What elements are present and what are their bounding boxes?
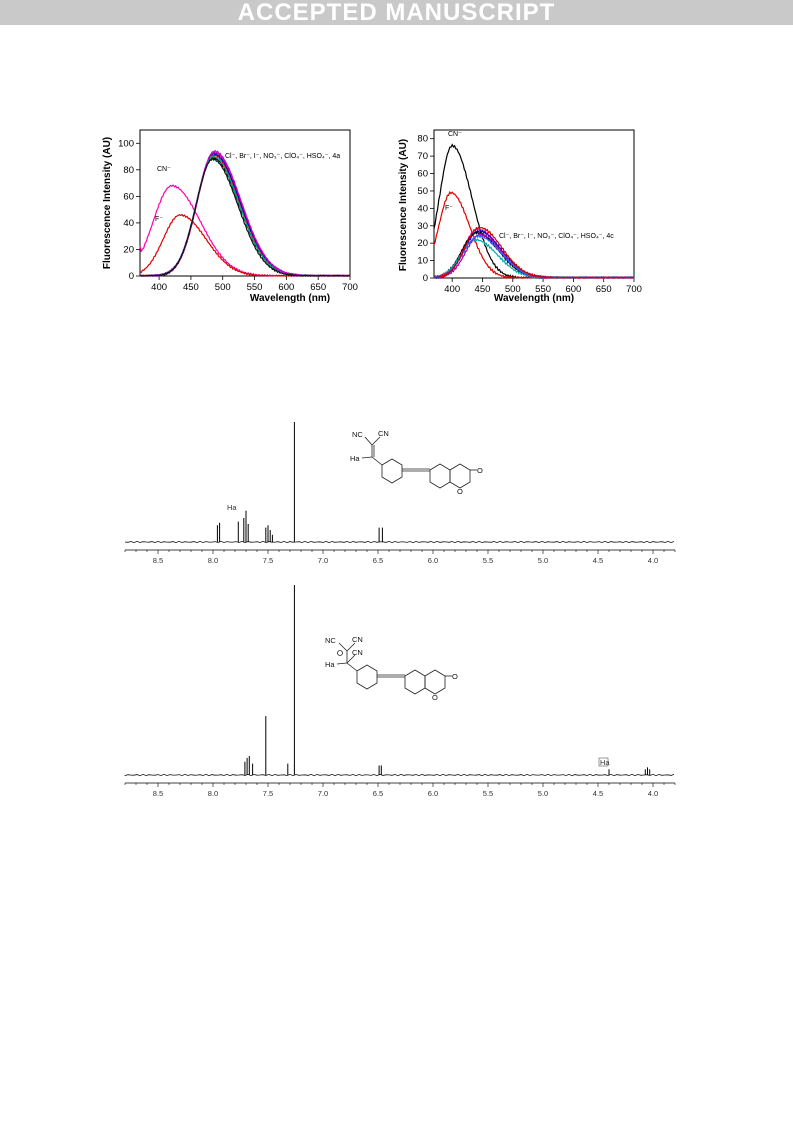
chart-4c-cn-label: CN⁻ <box>448 131 462 138</box>
nmr-baseline <box>124 540 675 544</box>
y-tick-label: 20 <box>123 244 134 255</box>
x-tick-label: 500 <box>215 282 231 293</box>
x-tick-label: 700 <box>342 282 358 293</box>
series-line <box>433 234 634 279</box>
accepted-manuscript-banner: ACCEPTED MANUSCRIPT <box>0 0 793 26</box>
nmr-tick-label: 7.0 <box>318 556 328 565</box>
nmr-bottom-ha-label: Ha <box>600 758 610 767</box>
x-tick-label: 600 <box>278 282 294 293</box>
x-tick-label: 400 <box>444 284 460 295</box>
mol-bottom-o-carbonyl: O <box>452 672 458 681</box>
fluorescence-chart-4c: 400 450 500 550 600 650 700 0 10 20 30 40 50 60 70 80 W… <box>398 129 642 304</box>
nmr-tick-label: 6.0 <box>428 789 438 798</box>
mol-top-nc: NC <box>352 430 363 439</box>
nmr-tick-label: 4.5 <box>593 556 603 565</box>
series-line <box>139 184 351 277</box>
series-line <box>433 226 635 279</box>
x-tick-label: 500 <box>505 284 521 295</box>
plot-frame <box>139 129 351 277</box>
nmr-bottom-plot: 8.5 8.0 7.5 7.0 6.5 6.0 5.5 5.0 4.5 4.0 <box>124 585 676 798</box>
x-tick-label: 550 <box>247 282 263 293</box>
fluorescence-chart-4a: 400 450 500 550 600 650 700 0 20 40 60 80 100 Wavele… <box>102 129 358 304</box>
x-tick-label: 700 <box>626 284 642 295</box>
nmr-tick-label: 6.5 <box>373 556 383 565</box>
x-tick-label: 450 <box>475 284 491 295</box>
nmr-tick-label: 8.5 <box>153 789 163 798</box>
y-tick-label: 0 <box>129 271 134 282</box>
x-tick-label: 650 <box>596 284 612 295</box>
y-tick-label: 20 <box>417 238 428 249</box>
chart-4a-anion-label: Cl⁻, Br⁻, I⁻, NO₃⁻, ClO₄⁻, HSO₄⁻, 4a <box>225 153 340 160</box>
y-tick-label: 80 <box>123 165 134 176</box>
mol-top-cn: CN <box>378 429 389 438</box>
y-tick-label: 10 <box>417 256 428 267</box>
y-tick-label: 70 <box>417 151 428 162</box>
nmr-tick-label: 5.5 <box>483 789 493 798</box>
nmr-tick-label: 7.0 <box>318 789 328 798</box>
nmr-tick-label: 5.5 <box>483 556 493 565</box>
chart-4c-plot: 400 450 500 550 600 650 700 0 10 20 30 40 50 60 70 80 <box>417 129 642 295</box>
nmr-top-plot: 8.5 8.0 7.5 7.0 6.5 6.0 5.5 5.0 4.5 4.0 <box>124 422 676 565</box>
mol-top-o-carbonyl: O <box>477 466 483 475</box>
series-line <box>433 232 635 280</box>
x-tick-label: 650 <box>310 282 326 293</box>
nmr-top-ha-label: Ha <box>227 503 237 512</box>
y-tick-label: 50 <box>417 186 428 197</box>
nmr-bottom-ha-box <box>598 757 609 767</box>
y-tick-label: 100 <box>118 138 134 149</box>
mol-bottom-ha: Ha <box>325 660 335 669</box>
nmr-tick-label: 6.5 <box>373 789 383 798</box>
nmr-tick-label: 5.0 <box>538 789 548 798</box>
mol-top-ha: Ha <box>350 454 360 463</box>
nmr-tick-label: 7.5 <box>263 789 273 798</box>
y-tick-label: 40 <box>123 218 134 229</box>
chart-4c-anion-label: Cl⁻, Br⁻, I⁻, NO₃⁻, ClO₄⁻, HSO₄⁻, 4c <box>499 233 614 240</box>
x-tick-label: 600 <box>565 284 581 295</box>
mol-bottom-cn2: CN <box>352 648 363 657</box>
mol-bottom-cn1: CN <box>352 635 363 644</box>
molecule-structure-bottom: NC CN CN Ha O O <box>325 635 458 702</box>
mol-bottom-o-ring: O <box>432 693 438 702</box>
series-line <box>139 150 351 277</box>
chart-4a-plot: 400 450 500 550 600 650 700 0 20 40 60 80 100 <box>118 129 358 293</box>
x-tick-label: 400 <box>151 282 167 293</box>
nmr-baseline <box>124 773 675 777</box>
chart-4c-ylabel: Fluorescence Intensity (AU) <box>398 139 409 271</box>
chart-4a-f-label: F⁻ <box>155 216 163 223</box>
nmr-tick-label: 7.5 <box>263 556 273 565</box>
y-tick-label: 60 <box>417 169 428 180</box>
y-tick-label: 60 <box>123 191 134 202</box>
y-tick-label: 80 <box>417 134 428 145</box>
nmr-tick-label: 4.0 <box>648 789 658 798</box>
chart-4c-xlabel: Wavelength (nm) <box>494 293 574 304</box>
x-tick-label: 550 <box>535 284 551 295</box>
mol-top-o-ring: O <box>457 487 463 496</box>
x-tick-label: 450 <box>183 282 199 293</box>
nmr-spectrum-bottom: 8.5 8.0 7.5 7.0 6.5 6.0 5.5 5.0 4.5 4.0 Ha NC CN … <box>124 585 676 798</box>
chart-4a-cn-label: CN⁻ <box>157 166 171 173</box>
chart-4a-xlabel: Wavelength (nm) <box>250 293 330 304</box>
nmr-tick-label: 8.0 <box>208 789 218 798</box>
series-line <box>139 149 350 277</box>
nmr-tick-label: 5.0 <box>538 556 548 565</box>
nmr-tick-label: 4.0 <box>648 556 658 565</box>
chart-4c-f-label: F⁻ <box>445 205 453 212</box>
y-tick-label: 40 <box>417 203 428 214</box>
nmr-tick-label: 6.0 <box>428 556 438 565</box>
series-line <box>139 157 351 277</box>
nmr-tick-label: 8.5 <box>153 556 163 565</box>
y-tick-label: 30 <box>417 221 428 232</box>
chart-4a-ylabel: Fluorescence Intensity (AU) <box>102 137 113 269</box>
molecule-structure-top: NC CN Ha O O <box>350 429 483 496</box>
mol-bottom-nc: NC <box>325 636 336 645</box>
nmr-tick-label: 4.5 <box>593 789 603 798</box>
y-tick-label: 0 <box>423 273 428 284</box>
nmr-spectrum-top: 8.5 8.0 7.5 7.0 6.5 6.0 5.5 5.0 4.5 4.0 Ha NC CN … <box>124 422 676 565</box>
nmr-tick-label: 8.0 <box>208 556 218 565</box>
